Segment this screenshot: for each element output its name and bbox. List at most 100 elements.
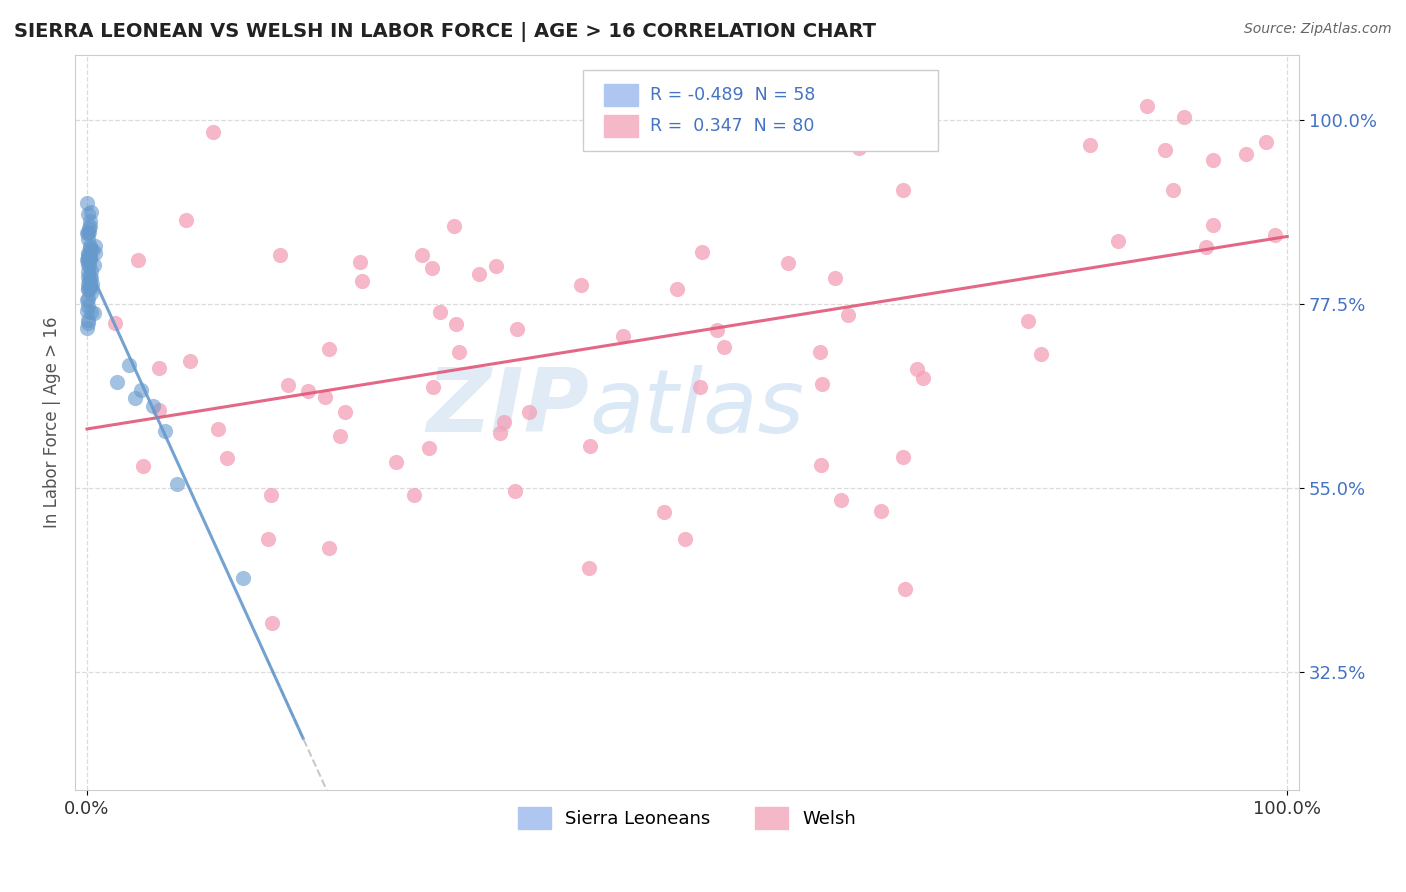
Point bbox=[131, 458, 153, 473]
Point bbox=[166, 476, 188, 491]
Point bbox=[77, 221, 100, 235]
Point bbox=[485, 259, 508, 273]
Point bbox=[174, 213, 197, 227]
Point bbox=[517, 405, 540, 419]
Point bbox=[824, 271, 846, 285]
Point bbox=[76, 196, 98, 211]
Point bbox=[579, 439, 602, 453]
Point bbox=[444, 317, 467, 331]
Point bbox=[76, 293, 98, 307]
Point bbox=[891, 183, 914, 197]
Point bbox=[411, 248, 433, 262]
Point bbox=[848, 140, 870, 154]
Point bbox=[79, 271, 101, 285]
Point bbox=[79, 279, 101, 293]
Point bbox=[79, 269, 101, 284]
Point bbox=[76, 299, 98, 313]
FancyBboxPatch shape bbox=[603, 84, 638, 106]
Point bbox=[654, 505, 676, 519]
Point bbox=[468, 268, 491, 282]
Point bbox=[329, 429, 352, 443]
Point bbox=[891, 450, 914, 464]
Point bbox=[418, 442, 440, 456]
Point bbox=[79, 281, 101, 295]
Point bbox=[492, 415, 515, 429]
Point bbox=[870, 504, 893, 518]
Point bbox=[83, 306, 105, 320]
Point bbox=[808, 345, 831, 359]
Point bbox=[1029, 346, 1052, 360]
Point bbox=[79, 252, 101, 266]
Point bbox=[77, 207, 100, 221]
Point bbox=[105, 375, 128, 389]
Point bbox=[77, 282, 100, 296]
Text: R = -0.489  N = 58: R = -0.489 N = 58 bbox=[651, 86, 815, 103]
Point bbox=[776, 256, 799, 270]
Point bbox=[385, 455, 408, 469]
Text: SIERRA LEONEAN VS WELSH IN LABOR FORCE | AGE > 16 CORRELATION CHART: SIERRA LEONEAN VS WELSH IN LABOR FORCE |… bbox=[14, 22, 876, 42]
Point bbox=[422, 380, 444, 394]
Point bbox=[77, 282, 100, 296]
Text: ZIP: ZIP bbox=[426, 364, 589, 451]
Point bbox=[217, 450, 239, 465]
Point bbox=[83, 246, 105, 260]
Point bbox=[79, 239, 101, 253]
Point bbox=[612, 329, 634, 343]
Point bbox=[277, 378, 299, 392]
Point bbox=[404, 488, 426, 502]
Point bbox=[79, 278, 101, 293]
Point bbox=[689, 380, 711, 394]
Point bbox=[79, 214, 101, 228]
Point bbox=[232, 571, 254, 585]
Point bbox=[76, 245, 98, 260]
Legend: Sierra Leoneans, Welsh: Sierra Leoneans, Welsh bbox=[510, 799, 863, 836]
Point bbox=[77, 232, 100, 246]
Point bbox=[297, 384, 319, 399]
Point bbox=[1202, 153, 1225, 168]
Point bbox=[673, 532, 696, 546]
Point bbox=[489, 426, 512, 441]
Point bbox=[80, 305, 103, 319]
Point bbox=[80, 277, 103, 292]
Point bbox=[911, 371, 934, 385]
Text: Source: ZipAtlas.com: Source: ZipAtlas.com bbox=[1244, 22, 1392, 37]
Point bbox=[318, 541, 340, 555]
Point bbox=[260, 616, 283, 631]
Point bbox=[1017, 313, 1039, 327]
Point bbox=[506, 322, 529, 336]
Point bbox=[569, 278, 592, 293]
Point bbox=[260, 487, 283, 501]
Point bbox=[84, 239, 107, 253]
Point bbox=[148, 403, 170, 417]
Point bbox=[420, 261, 443, 276]
Point bbox=[269, 248, 291, 262]
Point bbox=[1173, 110, 1195, 124]
Point bbox=[1195, 239, 1218, 253]
Point bbox=[447, 345, 470, 359]
Point bbox=[77, 258, 100, 272]
Point bbox=[1154, 143, 1177, 157]
Point bbox=[905, 362, 928, 376]
Point bbox=[76, 303, 98, 318]
Point bbox=[80, 204, 103, 219]
Point bbox=[314, 390, 336, 404]
Point bbox=[148, 360, 170, 375]
Point bbox=[665, 282, 688, 296]
Point bbox=[578, 561, 600, 575]
Text: atlas: atlas bbox=[589, 365, 804, 450]
Point bbox=[80, 244, 103, 258]
Point bbox=[1107, 234, 1129, 248]
Point bbox=[830, 493, 852, 508]
Point bbox=[1263, 227, 1285, 242]
Y-axis label: In Labor Force | Age > 16: In Labor Force | Age > 16 bbox=[44, 317, 60, 528]
Point bbox=[127, 253, 149, 268]
Point bbox=[76, 265, 98, 279]
Point bbox=[76, 226, 98, 240]
FancyBboxPatch shape bbox=[583, 70, 938, 151]
Point bbox=[76, 277, 98, 291]
Point bbox=[810, 458, 832, 473]
Point bbox=[129, 383, 152, 397]
Point bbox=[77, 270, 100, 285]
Point bbox=[443, 219, 465, 234]
Point bbox=[713, 340, 735, 354]
